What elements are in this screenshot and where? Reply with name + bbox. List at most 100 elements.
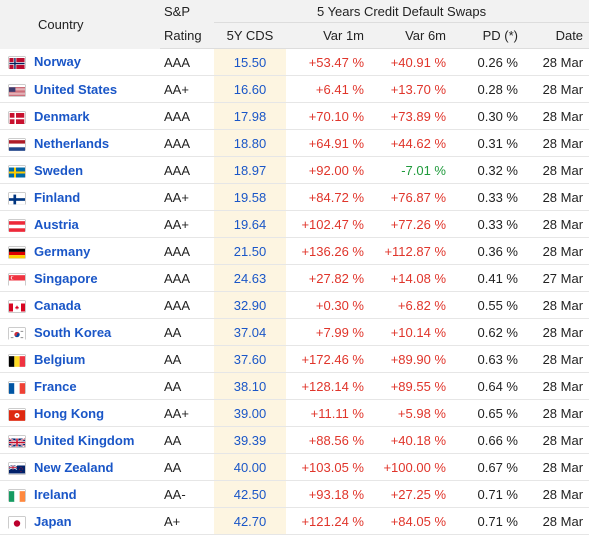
- country-link[interactable]: Ireland: [34, 480, 160, 508]
- cds-value: 17.98: [214, 102, 286, 130]
- country-link[interactable]: France: [34, 372, 160, 400]
- country-link[interactable]: Denmark: [34, 102, 160, 130]
- cds-value: 37.60: [214, 345, 286, 373]
- rating-header-top[interactable]: S&P: [160, 0, 214, 23]
- country-link[interactable]: Hong Kong: [34, 399, 160, 427]
- pd-value: 0.36 %: [452, 237, 524, 265]
- var6m-value: +6.82 %: [370, 291, 452, 319]
- var1m-value: +92.00 %: [286, 156, 370, 184]
- country-link[interactable]: Norway: [34, 48, 160, 76]
- country-link[interactable]: Germany: [34, 237, 160, 265]
- cds-header[interactable]: 5Y CDS: [214, 22, 286, 49]
- var1m-value: +103.05 %: [286, 453, 370, 481]
- cds-group-header: 5 Years Credit Default Swaps: [214, 0, 589, 23]
- country-link[interactable]: Netherlands: [34, 129, 160, 157]
- ireland-flag-icon: [9, 490, 25, 502]
- table-row: Germany AAA 21.50 +136.26 % +112.87 % 0.36 % 2…: [0, 237, 589, 265]
- rating-header-bottom[interactable]: Rating: [160, 22, 214, 49]
- rating-cell: AA: [160, 318, 214, 346]
- var1m-value: +27.82 %: [286, 264, 370, 292]
- country-link[interactable]: Belgium: [34, 345, 160, 373]
- date-value: 28 Mar: [524, 480, 589, 508]
- rating-cell: AA: [160, 372, 214, 400]
- var6m-value: -7.01 %: [370, 156, 452, 184]
- country-link[interactable]: Singapore: [34, 264, 160, 292]
- table-row: France AA 38.10 +128.14 % +89.55 % 0.64 % 28 M…: [0, 372, 589, 400]
- pd-value: 0.28 %: [452, 75, 524, 103]
- pd-value: 0.67 %: [452, 453, 524, 481]
- netherlands-flag-icon: [9, 139, 25, 151]
- rating-cell: AA+: [160, 399, 214, 427]
- cds-value: 38.10: [214, 372, 286, 400]
- var6m-value: +100.00 %: [370, 453, 452, 481]
- date-value: 28 Mar: [524, 372, 589, 400]
- var6m-value: +27.25 %: [370, 480, 452, 508]
- var6m-header[interactable]: Var 6m: [370, 22, 452, 49]
- cds-value: 19.58: [214, 183, 286, 211]
- singapore-flag-icon: [9, 274, 25, 286]
- pd-value: 0.41 %: [452, 264, 524, 292]
- date-value: 28 Mar: [524, 75, 589, 103]
- sweden-flag-icon: [9, 166, 25, 178]
- country-link[interactable]: Sweden: [34, 156, 160, 184]
- table-row: New Zealand AA 40.00 +103.05 % +100.00 % 0.67…: [0, 453, 589, 481]
- table-row: Austria AA+ 19.64 +102.47 % +77.26 % 0.33 % 28…: [0, 210, 589, 238]
- pd-value: 0.66 %: [452, 426, 524, 454]
- rating-cell: AA: [160, 345, 214, 373]
- country-link[interactable]: United Kingdom: [34, 426, 160, 454]
- rating-cell: AAA: [160, 237, 214, 265]
- country-link[interactable]: Canada: [34, 291, 160, 319]
- table-row: Japan A+ 42.70 +121.24 % +84.05 % 0.71 % 28 Ma…: [0, 507, 589, 535]
- country-link[interactable]: Austria: [34, 210, 160, 238]
- pd-value: 0.32 %: [452, 156, 524, 184]
- japan-flag-icon: [9, 517, 25, 529]
- pd-value: 0.30 %: [452, 102, 524, 130]
- country-link[interactable]: New Zealand: [34, 453, 160, 481]
- rating-cell: AA+: [160, 75, 214, 103]
- canada-flag-icon: [9, 301, 25, 312]
- country-link[interactable]: South Korea: [34, 318, 160, 346]
- rating-cell: AA+: [160, 210, 214, 238]
- cds-value: 19.64: [214, 210, 286, 238]
- table-row: South Korea AA 37.04 +7.99 % +10.14 % 0.62 % 2…: [0, 318, 589, 346]
- pd-value: 0.62 %: [452, 318, 524, 346]
- var6m-value: +44.62 %: [370, 129, 452, 157]
- var1m-value: +0.30 %: [286, 291, 370, 319]
- var1m-value: +88.56 %: [286, 426, 370, 454]
- pd-value: 0.71 %: [452, 507, 524, 535]
- date-value: 28 Mar: [524, 318, 589, 346]
- belgium-flag-icon: [9, 355, 25, 367]
- pd-value: 0.65 %: [452, 399, 524, 427]
- var1m-value: +70.10 %: [286, 102, 370, 130]
- var1m-header[interactable]: Var 1m: [286, 22, 370, 49]
- table-row: Hong Kong AA+ 39.00 +11.11 % +5.98 % 0.65 % 28…: [0, 399, 589, 427]
- country-link[interactable]: Japan: [34, 507, 160, 535]
- date-header[interactable]: Date: [524, 22, 589, 49]
- var1m-value: +53.47 %: [286, 48, 370, 76]
- pd-value: 0.26 %: [452, 48, 524, 76]
- pd-header[interactable]: PD (*): [452, 22, 524, 49]
- table-row: Belgium AA 37.60 +172.46 % +89.90 % 0.63 % 28 …: [0, 345, 589, 373]
- pd-value: 0.71 %: [452, 480, 524, 508]
- rating-cell: AA-: [160, 480, 214, 508]
- new-zealand-flag-icon: [8, 463, 25, 474]
- var6m-value: +10.14 %: [370, 318, 452, 346]
- date-value: 28 Mar: [524, 426, 589, 454]
- country-header[interactable]: Country: [0, 0, 160, 49]
- var1m-value: +136.26 %: [286, 237, 370, 265]
- austria-flag-icon: [9, 220, 25, 232]
- rating-cell: AAA: [160, 264, 214, 292]
- country-link[interactable]: Finland: [34, 183, 160, 211]
- date-value: 28 Mar: [524, 210, 589, 238]
- date-value: 28 Mar: [524, 345, 589, 373]
- var6m-value: +13.70 %: [370, 75, 452, 103]
- var6m-value: +77.26 %: [370, 210, 452, 238]
- table-row: Denmark AAA 17.98 +70.10 % +73.89 % 0.30 % 28 …: [0, 102, 589, 130]
- var6m-value: +89.90 %: [370, 345, 452, 373]
- country-link[interactable]: United States: [34, 75, 160, 103]
- date-value: 28 Mar: [524, 399, 589, 427]
- pd-value: 0.33 %: [452, 210, 524, 238]
- date-value: 28 Mar: [524, 183, 589, 211]
- cds-value: 24.63: [214, 264, 286, 292]
- var1m-value: +102.47 %: [286, 210, 370, 238]
